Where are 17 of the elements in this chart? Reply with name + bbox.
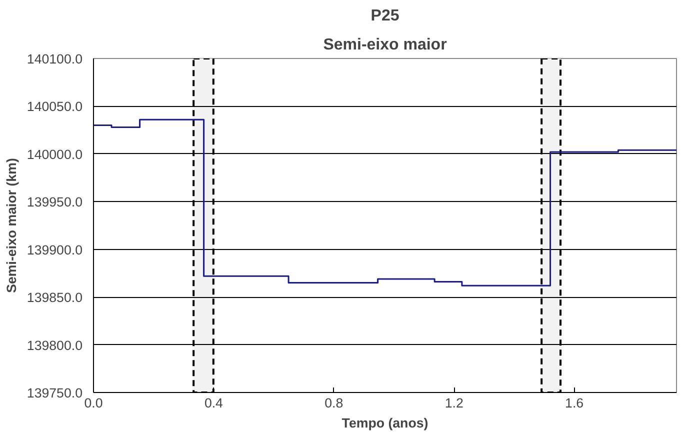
y-tick-label: 139800.0	[26, 338, 83, 353]
y-tick-label: 140050.0	[26, 99, 83, 114]
y-axis-title: Semi-eixo maior (km)	[4, 158, 19, 293]
chart-subtitle: Semi-eixo maior	[323, 36, 447, 54]
x-tick-label: 1.2	[444, 396, 464, 410]
y-tick-label: 139950.0	[26, 194, 83, 210]
x-tick-label: 0.0	[84, 396, 103, 410]
x-tick-label: 0.8	[324, 396, 344, 410]
x-tick-label: 1.6	[565, 396, 584, 410]
chart-title: P25	[370, 8, 400, 24]
x-axis-title: Tempo (anos)	[342, 416, 428, 430]
y-tick-label: 139900.0	[26, 242, 83, 258]
x-tick-label: 0.4	[204, 396, 224, 410]
y-tick-label: 140100.0	[26, 52, 83, 66]
y-tick-label: 140000.0	[26, 146, 83, 162]
y-tick-label: 139850.0	[26, 290, 83, 306]
y-tick-label: 139750.0	[26, 386, 83, 400]
